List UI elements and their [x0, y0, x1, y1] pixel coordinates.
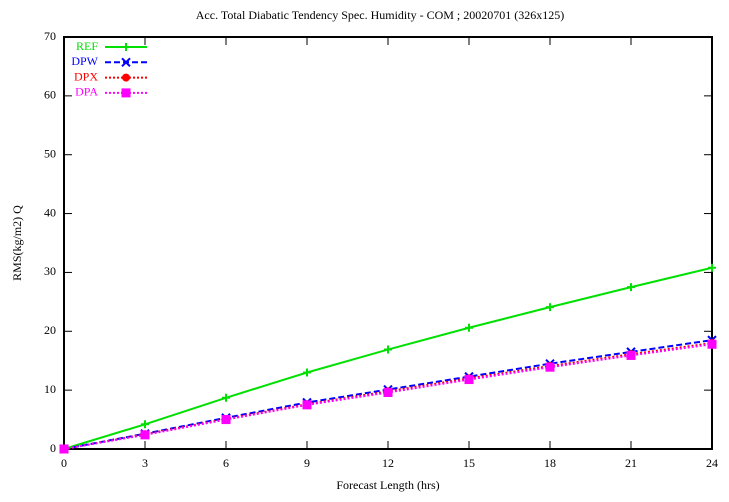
x-tick-label: 24 — [706, 456, 718, 470]
x-tick-label: 0 — [61, 456, 67, 470]
x-tick-label: 18 — [544, 456, 556, 470]
legend-marker — [121, 57, 131, 68]
chart-title: Acc. Total Diabatic Tendency Spec. Humid… — [196, 8, 564, 22]
point — [59, 444, 69, 454]
y-tick-label: 30 — [44, 264, 56, 278]
point — [222, 393, 230, 402]
legend-label: REF — [76, 39, 98, 53]
point — [464, 375, 474, 385]
y-axis-label: RMS(kg/m2) Q — [10, 205, 24, 281]
y-tick-label: 0 — [50, 441, 56, 455]
point — [302, 400, 312, 410]
y-tick-label: 10 — [44, 382, 56, 396]
legend-marker — [121, 88, 131, 98]
x-tick-label: 21 — [625, 456, 637, 470]
y-tick-label: 40 — [44, 205, 56, 219]
point — [545, 362, 555, 372]
y-tick-label: 60 — [44, 88, 56, 102]
plot-frame — [63, 36, 713, 450]
x-tick-label: 9 — [304, 456, 310, 470]
point — [383, 387, 393, 397]
legend-label: DPA — [75, 85, 98, 99]
legend-marker — [122, 73, 130, 82]
x-tick-label: 6 — [223, 456, 229, 470]
point — [303, 368, 311, 377]
x-tick-label: 15 — [463, 456, 475, 470]
point — [627, 283, 635, 292]
legend-label: DPW — [71, 54, 98, 68]
legend-marker — [122, 43, 130, 51]
point — [546, 303, 554, 312]
x-axis-label: Forecast Length (hrs) — [336, 478, 439, 492]
point — [465, 323, 473, 332]
y-tick-label: 70 — [44, 29, 56, 43]
x-tick-label: 12 — [382, 456, 394, 470]
point — [707, 339, 717, 349]
legend-label: DPX — [74, 69, 98, 83]
point — [626, 350, 636, 360]
y-tick-label: 20 — [44, 323, 56, 337]
point — [140, 430, 150, 440]
point — [221, 415, 231, 425]
series-line — [63, 266, 713, 450]
point — [384, 345, 392, 354]
point — [141, 420, 149, 429]
x-tick-label: 3 — [142, 456, 148, 470]
point — [708, 263, 716, 272]
y-tick-label: 50 — [44, 146, 56, 160]
